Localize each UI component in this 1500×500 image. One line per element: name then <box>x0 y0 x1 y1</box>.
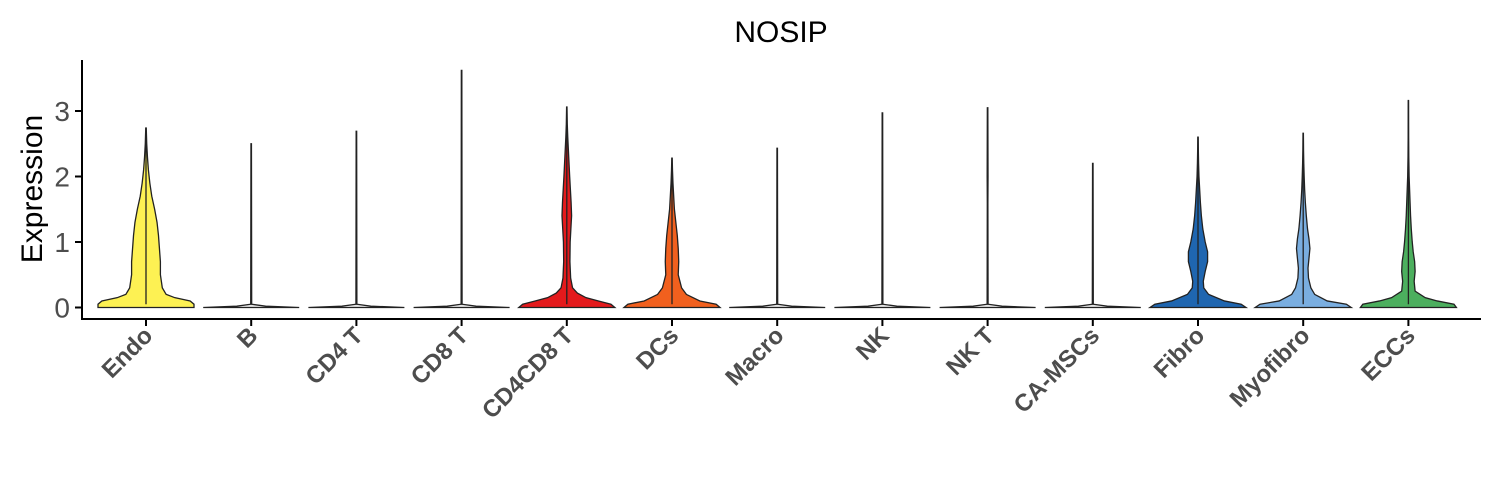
x-tick-label: CD4 T <box>301 322 369 390</box>
x-tick-label: CD8 T <box>406 322 474 390</box>
x-tick-label: CD4CD8 T <box>477 322 579 424</box>
x-tick-label: Macro <box>720 322 789 391</box>
violins-group <box>97 69 1458 309</box>
y-tick-label: 2 <box>54 162 70 193</box>
x-tick-label: Fibro <box>1149 322 1211 384</box>
x-tick-label: CA-MSCs <box>1009 322 1105 418</box>
y-tick-label: 1 <box>54 227 70 258</box>
x-tick-label: B <box>232 322 263 353</box>
y-tick-label: 0 <box>54 293 70 324</box>
x-tick-label: DCs <box>631 322 684 375</box>
x-tick-label: ECCs <box>1356 322 1420 386</box>
chart-title: NOSIP <box>734 16 827 49</box>
y-ticks-group: 0 1 2 3 <box>54 96 82 324</box>
x-tick-label: Myofibro <box>1225 322 1316 413</box>
y-axis-label: Expression <box>16 115 49 263</box>
x-tick-label: Endo <box>97 322 159 384</box>
x-tick-label: NK T <box>941 322 1000 381</box>
y-tick-label: 3 <box>54 96 70 127</box>
x-tick-label: NK <box>851 322 895 366</box>
x-ticks-group: Endo B CD4 T CD8 T CD4CD8 T DCs Macro NK NK T CA-… <box>97 319 1421 424</box>
